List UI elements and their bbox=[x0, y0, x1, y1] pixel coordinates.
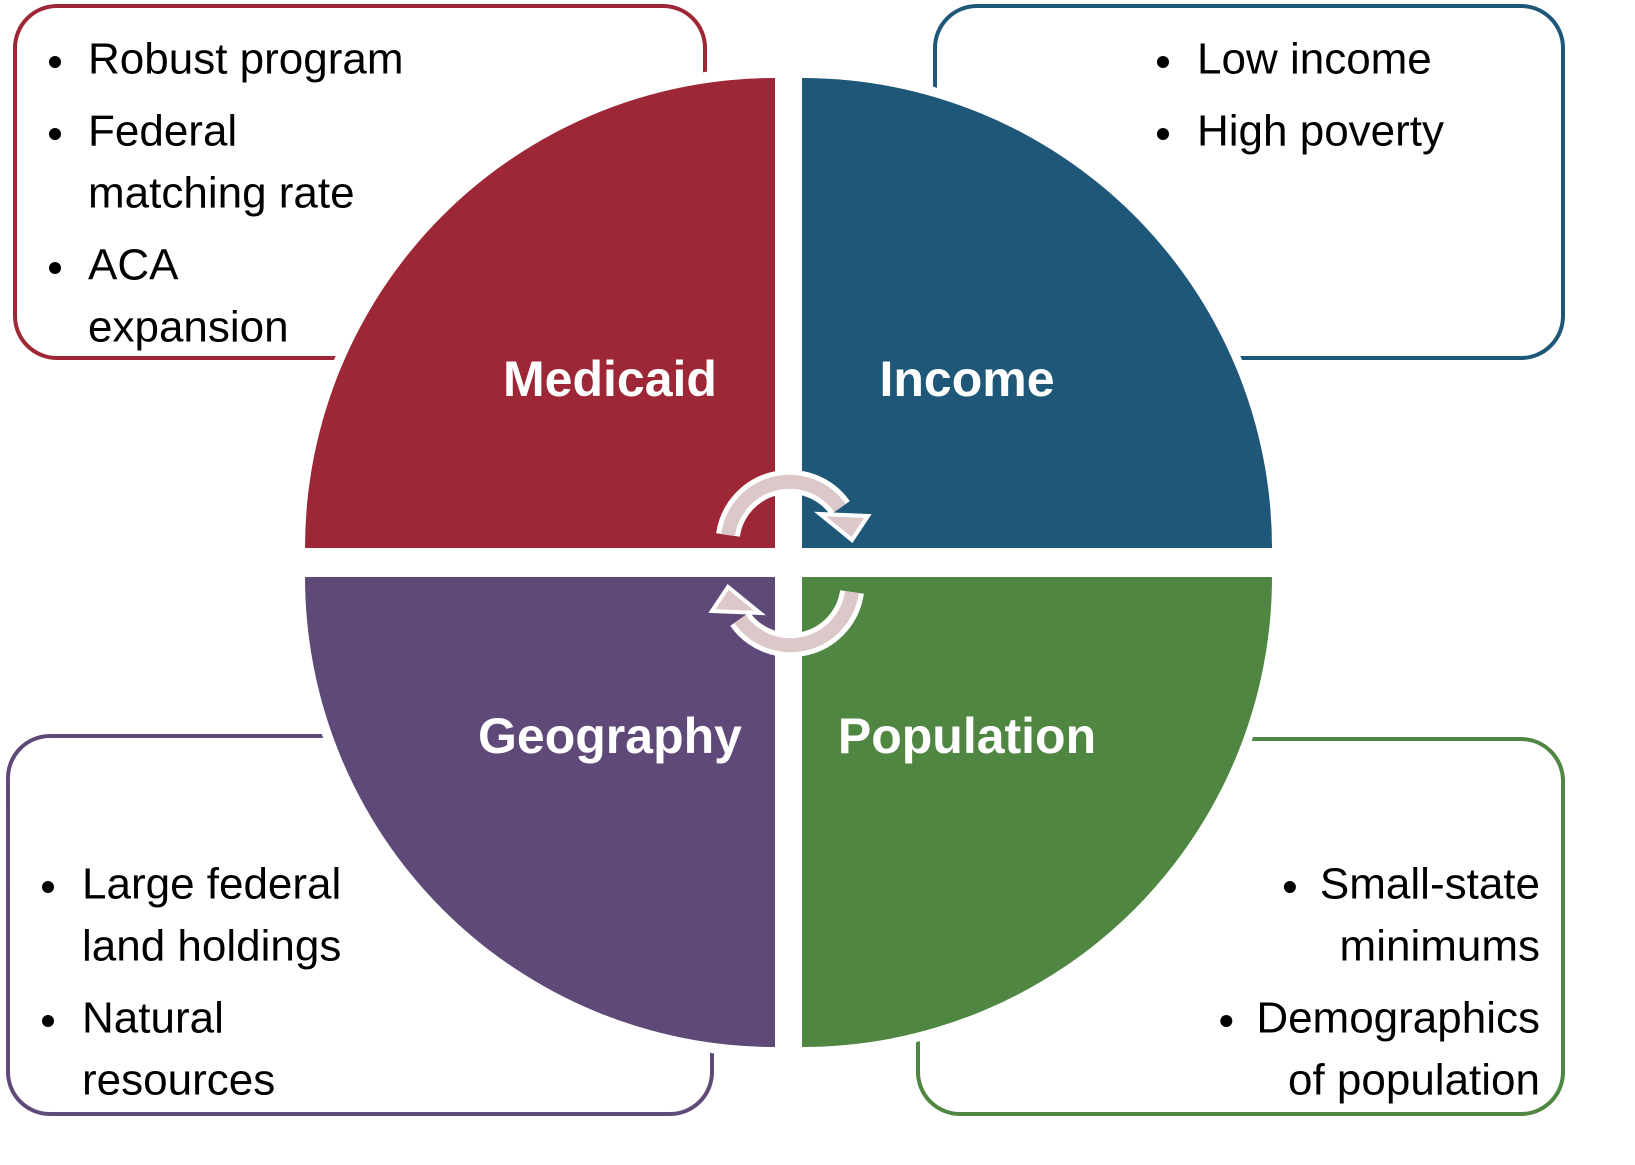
income-quadrant bbox=[802, 78, 1272, 548]
circle-backdrop bbox=[291, 65, 1285, 1059]
bullet-dot bbox=[1157, 56, 1169, 68]
bullet-dot bbox=[49, 262, 61, 274]
medicaid-quadrant bbox=[305, 78, 775, 548]
bullet-text: High poverty bbox=[1197, 107, 1444, 156]
quadrant-title: Income bbox=[879, 351, 1054, 407]
population-quadrant bbox=[802, 577, 1272, 1047]
bullet-text: minimums bbox=[1340, 922, 1540, 971]
bullet-text: Natural bbox=[82, 994, 224, 1043]
bullet-text: land holdings bbox=[82, 922, 341, 971]
bullet-text: Demographics bbox=[1256, 994, 1540, 1043]
bullet-text: Robust program bbox=[88, 35, 403, 84]
quadrant-title: Geography bbox=[478, 708, 742, 764]
bullet-dot bbox=[1283, 881, 1296, 893]
bullet-dot bbox=[42, 881, 54, 893]
bullet-dot bbox=[1220, 1015, 1233, 1027]
bullet-text: Large federal bbox=[82, 860, 341, 909]
geography-quadrant bbox=[305, 577, 775, 1047]
bullet-text: Small-state bbox=[1320, 860, 1540, 909]
bullet-dot bbox=[42, 1015, 54, 1027]
bullet-text: matching rate bbox=[88, 169, 355, 218]
bullet-text: Low income bbox=[1197, 35, 1432, 84]
bullet-text: expansion bbox=[88, 303, 289, 352]
bullet-dot bbox=[49, 56, 61, 68]
bullet-dot bbox=[49, 128, 61, 140]
bullet-text: resources bbox=[82, 1056, 275, 1105]
bullet-dot bbox=[1157, 128, 1169, 140]
bullet-text: Federal bbox=[88, 107, 237, 156]
quadrant-title: Medicaid bbox=[503, 351, 717, 407]
cycle-arrows bbox=[708, 469, 872, 658]
quadrant-title: Population bbox=[838, 708, 1096, 764]
bullet-text: ACA bbox=[88, 241, 179, 290]
bullet-text: of population bbox=[1288, 1056, 1540, 1105]
